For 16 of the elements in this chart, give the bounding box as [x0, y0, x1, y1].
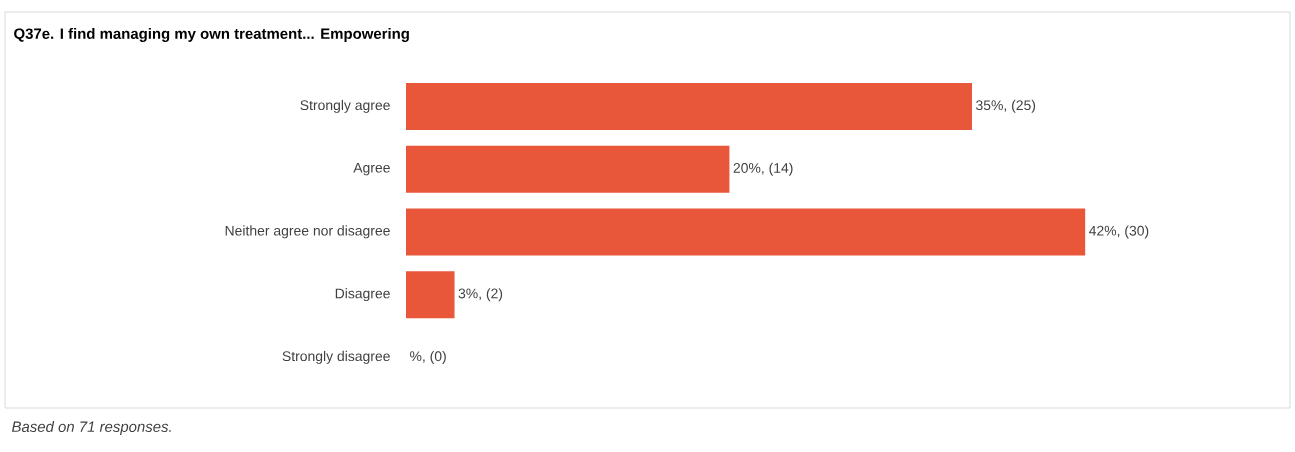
y-tick-label: Neither agree nor disagree [225, 225, 390, 239]
bar [406, 145, 730, 193]
y-tick-label: Agree [353, 162, 390, 176]
bar [406, 82, 972, 130]
y-tick-label: Strongly agree [300, 99, 390, 113]
text: Based on 71 responses. [11, 421, 171, 435]
data-label: 20%, (14) [733, 162, 793, 176]
data-label: 35%, (25) [976, 99, 1036, 113]
y-tick-label: Strongly disagree [282, 350, 390, 364]
data-label: %, (0) [410, 350, 446, 364]
bar [406, 271, 455, 319]
data-label: 3%, (2) [458, 288, 503, 302]
text: Q37e. I find managing my own treatment... Empowering [14, 28, 409, 42]
bar [406, 208, 1086, 256]
data-label: 42%, (30) [1089, 225, 1149, 239]
y-tick-label: Disagree [335, 288, 390, 302]
